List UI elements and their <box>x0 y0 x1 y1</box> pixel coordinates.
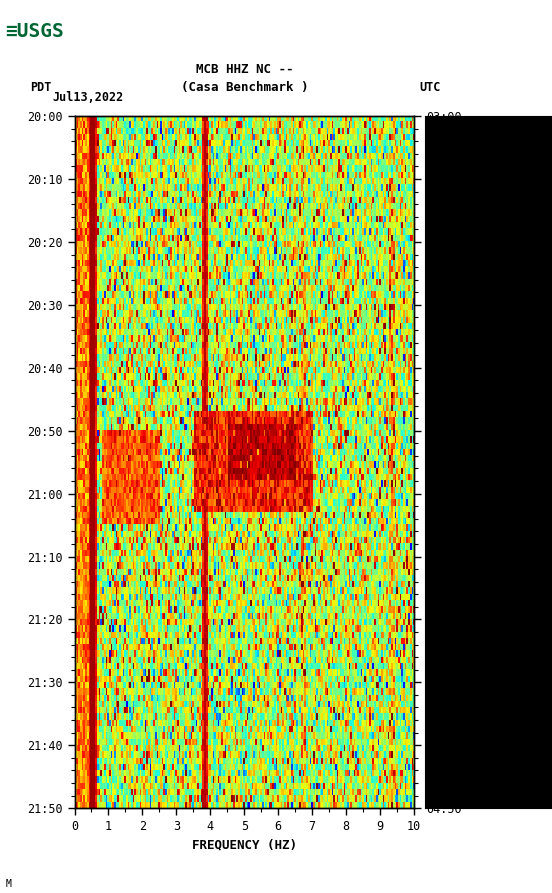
Text: ≡USGS: ≡USGS <box>6 22 64 41</box>
X-axis label: FREQUENCY (HZ): FREQUENCY (HZ) <box>192 839 297 852</box>
Text: PDT: PDT <box>30 80 52 94</box>
Text: Jul13,2022: Jul13,2022 <box>52 91 124 104</box>
Text: UTC: UTC <box>420 80 441 94</box>
Text: (Casa Benchmark ): (Casa Benchmark ) <box>181 80 308 94</box>
Text: M: M <box>6 879 12 889</box>
Text: MCB HHZ NC --: MCB HHZ NC -- <box>195 63 293 76</box>
